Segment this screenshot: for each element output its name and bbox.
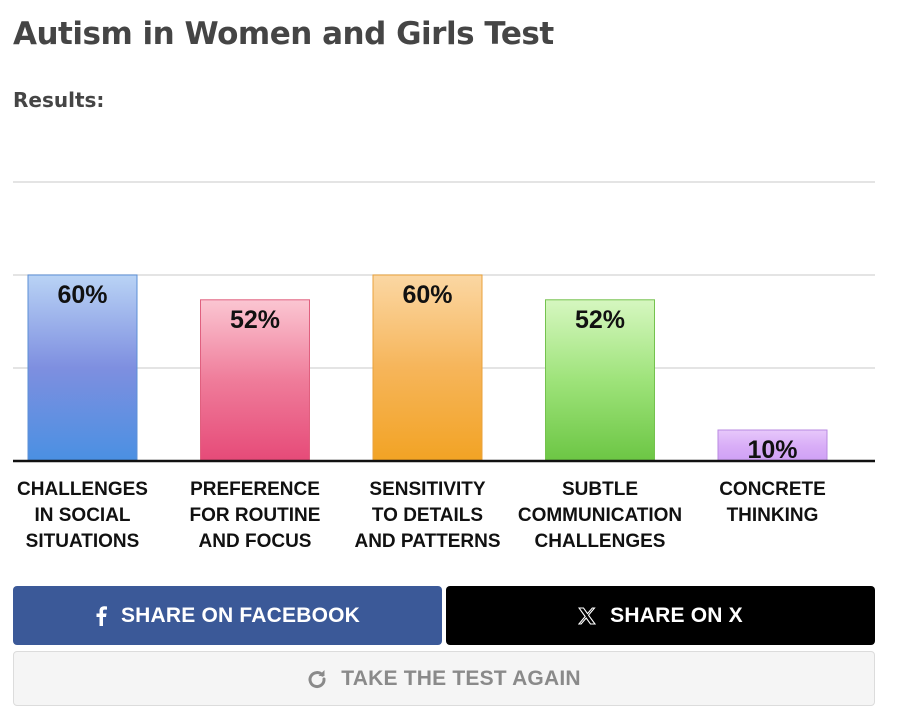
take-test-again-button[interactable]: TAKE THE TEST AGAIN xyxy=(13,651,875,706)
category-label-line: PREFERENCE xyxy=(190,479,320,500)
category-label-line: TO DETAILS xyxy=(371,505,484,526)
take-test-again-label: TAKE THE TEST AGAIN xyxy=(341,666,581,690)
x-logo-icon xyxy=(578,606,597,625)
category-label: SUBTLE COMMUNICATION CHALLENGES xyxy=(515,477,685,555)
bar-value-label: 10% xyxy=(747,436,797,464)
category-label: PREFERENCE FOR ROUTINE AND FOCUS xyxy=(170,477,340,555)
bar-value-label: 52% xyxy=(575,306,625,334)
results-heading: Results: xyxy=(13,88,105,112)
category-label-line: SENSITIVITY xyxy=(369,479,486,500)
category-label: SENSITIVITY TO DETAILS AND PATTERNS xyxy=(343,477,513,555)
category-label: CONCRETE THINKING xyxy=(688,477,858,529)
share-facebook-label: SHARE ON FACEBOOK xyxy=(120,603,361,627)
facebook-icon xyxy=(95,605,107,626)
bar-value-label: 60% xyxy=(402,281,452,309)
share-x-label: SHARE ON X xyxy=(610,603,743,627)
category-label-line: FOR ROUTINE xyxy=(189,505,321,526)
category-label-line: CHALLENGES xyxy=(534,531,666,552)
category-label-line: AND PATTERNS xyxy=(354,531,501,552)
category-label-line: SUBTLE xyxy=(562,479,638,500)
share-facebook-button[interactable]: SHARE ON FACEBOOK xyxy=(13,586,442,645)
category-label-line: SITUATIONS xyxy=(25,531,140,552)
category-label-line: COMMUNICATION xyxy=(517,505,683,526)
category-label-line: CONCRETE xyxy=(719,479,826,500)
category-label-line: CHALLENGES xyxy=(17,479,148,500)
results-bar-chart: 60% 52% 60% 52% 10% xyxy=(13,181,875,464)
category-label-line: THINKING xyxy=(726,505,819,526)
refresh-icon xyxy=(307,669,327,689)
share-x-button[interactable]: SHARE ON X xyxy=(446,586,875,645)
category-label-line: AND FOCUS xyxy=(198,531,312,552)
page-title: Autism in Women and Girls Test xyxy=(13,16,554,52)
bar-value-label: 52% xyxy=(230,306,280,334)
category-label: CHALLENGES IN SOCIAL SITUATIONS xyxy=(0,477,168,555)
bar xyxy=(27,274,138,462)
bar-value-label: 60% xyxy=(57,281,107,309)
category-label-line: IN SOCIAL xyxy=(34,505,131,526)
